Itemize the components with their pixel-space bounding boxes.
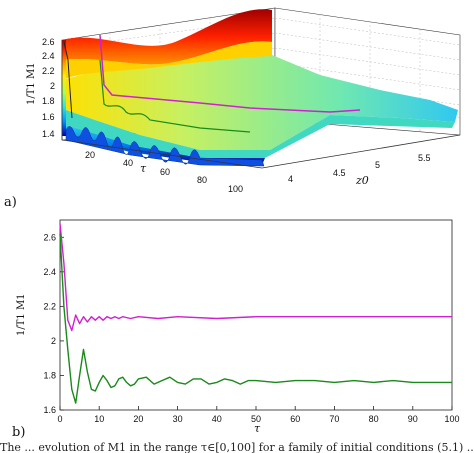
panel-b-x-axis-label: τ [254,422,261,435]
panel-b-series [59,223,452,404]
x-tick-label: 40 [123,158,133,168]
panel-a-label: a) [4,195,17,210]
y-tick-label: 1.8 [43,370,56,380]
x-tick-label: 20 [85,150,95,160]
x-tick-label: 70 [329,414,339,424]
panel-a-y-ticks: 4 4.5 5 5.5 [288,153,431,184]
y-tick-label: 5.5 [418,153,431,163]
y-tick-label: 5 [375,160,380,170]
x-tick-label: 100 [228,184,243,194]
panel-a-surface-left-curve [63,41,73,119]
series-line-2 [59,233,452,404]
y-tick-label: 4.5 [333,168,346,178]
panel-b-label: b) [12,425,25,440]
y-tick-label: 1.6 [43,405,56,415]
x-tick-label: 40 [212,414,222,424]
y-tick-label: 2 [51,336,56,346]
z-tick-label: 1.8 [42,96,55,106]
panel-b-x-ticks: 0 10 20 30 40 50 60 70 80 90 100 [57,406,460,424]
panel-a-surface-upper [62,41,272,80]
panel-b-y-axis-label: 1/T1 M1 [16,293,27,336]
x-tick-label: 100 [444,414,459,424]
x-tick-label: 30 [173,414,183,424]
z-tick-label: 2 [50,81,55,91]
z-tick-label: 1.4 [42,129,55,139]
panel-a-x-axis-label: τ [140,162,147,175]
panel-a-magenta-curve [99,34,361,113]
z-tick-label: 1.6 [42,112,55,122]
x-tick-label: 0 [57,414,62,424]
panel-b-plot: 1.6 1.8 2 2.2 2.4 2.6 0 10 20 30 40 50 60 70 80 90 100 [43,219,460,424]
z-tick-label: 2.6 [42,37,55,47]
caption-fragment: The ... evolution of M1 in the range τ∈[… [0,441,474,453]
x-tick-label: 20 [133,414,143,424]
panel-a-green-curve [99,59,251,133]
x-tick-label: 80 [369,414,379,424]
panel-a-surface-floor [62,55,458,150]
panel-a-x-ticks: 20 40 60 80 100 [85,150,243,194]
panel-a-x-axis [61,139,263,169]
panel-a-z-axis-label: 1/T1 M1 [26,62,37,105]
series-line-1 [59,223,452,332]
x-tick-label: 10 [94,414,104,424]
x-tick-label: 90 [408,414,418,424]
panel-a-surface-ridge [62,9,272,65]
z-tick-label: 2.2 [42,66,55,76]
y-tick-label: 2.6 [43,232,56,242]
x-tick-label: 80 [197,175,207,185]
y-tick-label: 2.2 [43,301,56,311]
panel-b-axes-box [59,219,453,411]
x-tick-label: 50 [251,414,261,424]
panel-a-surface-left-face [62,40,66,136]
panel-a-surface-midband [66,110,455,158]
panel-a-y-axis-label: z0 [355,174,369,187]
y-tick-label: 2.4 [43,267,56,277]
panel-a-plot [61,7,461,169]
z-tick-label: 2.4 [42,51,55,61]
x-tick-label: 60 [290,414,300,424]
panel-a-y-axis [261,134,461,169]
x-tick-label: 60 [160,167,170,177]
y-tick-label: 4 [288,174,293,184]
panel-a-z-ticks: 1.4 1.6 1.8 2 2.2 2.4 2.6 [42,37,55,139]
